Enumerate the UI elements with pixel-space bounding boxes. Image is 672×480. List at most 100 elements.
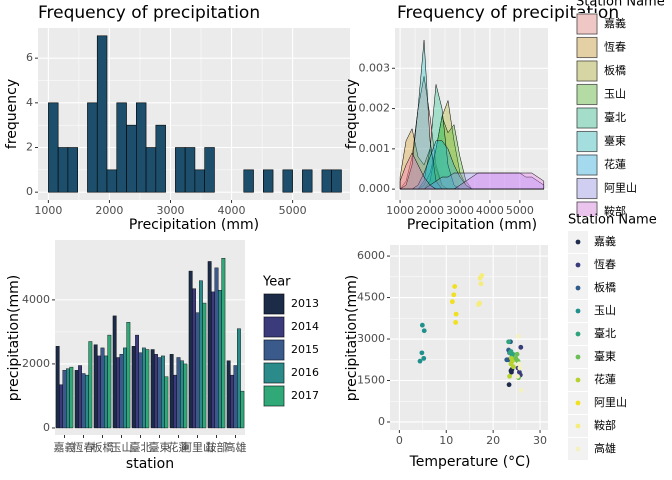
bar (240, 390, 245, 429)
y-tick-label: 4 (26, 96, 33, 109)
scatter-point (517, 365, 523, 371)
legend-swatch (576, 107, 598, 129)
y-tick-label: 0 (378, 415, 385, 428)
bar (93, 344, 98, 429)
histogram-bar (302, 169, 313, 193)
scatter-point (453, 311, 459, 317)
y-tick-label: 2000 (22, 357, 50, 370)
legend-key-bg (576, 13, 598, 35)
x-tick-label: 4000 (476, 204, 504, 217)
legend-label: 板橋 (604, 63, 626, 77)
panel-background (395, 28, 548, 200)
y-tick-label: 4000 (22, 293, 50, 306)
x-tick-label: 3000 (446, 204, 474, 217)
legend-title: Station Name (576, 0, 665, 10)
bar (119, 354, 124, 429)
y-tick-label: 0.000 (359, 182, 391, 195)
scatter-point (507, 373, 512, 379)
y-tick-label: 0.001 (359, 142, 391, 155)
x-tick-label: 2000 (416, 204, 444, 217)
x-tick-label: 嘉義 (54, 440, 76, 454)
scatter-point (478, 281, 484, 287)
histogram-bar (126, 124, 137, 193)
legend-label: 恆春 (594, 257, 616, 271)
bar (173, 374, 177, 429)
bar (237, 328, 241, 429)
legend-label: 花蓮 (604, 157, 626, 171)
legend-label: 鞍部 (604, 204, 626, 218)
bar (116, 357, 120, 429)
bar (55, 346, 60, 429)
bar (202, 302, 207, 429)
legend-label: 臺北 (594, 326, 616, 340)
scatter-point (479, 273, 485, 278)
legend-key-bg (576, 83, 598, 106)
legend-key-bg (576, 60, 598, 82)
scatter-point (516, 361, 522, 367)
legend-label: 2017 (291, 389, 319, 402)
legend-title: Year (262, 275, 291, 290)
legend-key-bg (576, 36, 598, 59)
scatter-point (518, 344, 524, 350)
legend-key-bg (576, 201, 598, 216)
bar (164, 376, 169, 429)
histogram-bar (155, 124, 166, 193)
bar (85, 374, 89, 429)
legend-swatch (576, 131, 598, 152)
histogram-bar (282, 169, 293, 193)
histogram-bar (175, 147, 186, 193)
scatter-point (506, 382, 512, 388)
bar (78, 365, 82, 429)
x-tick-label: 10 (439, 434, 453, 447)
y-tick-label: 2 (26, 141, 33, 154)
bar (195, 312, 200, 429)
legend-label: 臺東 (604, 134, 626, 148)
x-tick-label: 5000 (279, 204, 307, 217)
x-tick-label: 1000 (34, 204, 62, 217)
histogram-bar (321, 169, 332, 193)
x-tick-label: 30 (533, 434, 547, 447)
x-tick-label: 恆春 (73, 440, 95, 454)
legend-label: 嘉義 (604, 16, 626, 30)
histogram-bar (262, 169, 274, 193)
scatter-point (477, 300, 482, 306)
x-axis-title: Precipitation (mm) (129, 217, 259, 233)
chart-title: Frequency of precipitation (38, 3, 260, 23)
x-tick-label: 20 (486, 434, 500, 447)
bar (135, 334, 139, 429)
legend-label: 鞍部 (594, 418, 616, 432)
histogram-bar (331, 169, 342, 193)
y-tick-label: 0.002 (359, 102, 391, 115)
legend-label: 玉山 (594, 304, 616, 317)
bar (145, 349, 150, 429)
legend-label: 阿里山 (594, 396, 627, 409)
legend-swatch (576, 154, 598, 176)
histogram-bar (57, 147, 69, 193)
bar (142, 347, 146, 429)
histogram-bar (136, 102, 147, 193)
histogram-bar (48, 102, 59, 193)
legend-swatch (575, 377, 581, 383)
legend-swatch (576, 84, 598, 105)
bar (233, 365, 238, 429)
bar (138, 352, 143, 429)
legend-swatch (575, 400, 581, 406)
legend-label: 高雄 (594, 441, 616, 455)
legend-swatch (576, 13, 598, 35)
legend-swatch (575, 423, 581, 429)
legend-key-bg (576, 130, 598, 153)
y-axis-title: frequency (4, 79, 20, 149)
legend-swatch (575, 446, 581, 452)
scatter-point (449, 299, 455, 305)
legend-label: 臺東 (594, 349, 616, 363)
x-tick-label: 玉山 (111, 441, 133, 454)
scatter-point (419, 322, 425, 328)
bar (100, 347, 105, 429)
scatter-point (452, 284, 458, 289)
x-axis-title: Precipitation (mm) (407, 217, 537, 233)
legend-swatch (576, 60, 598, 82)
y-axis-title: precipitation(mm) (6, 275, 22, 401)
